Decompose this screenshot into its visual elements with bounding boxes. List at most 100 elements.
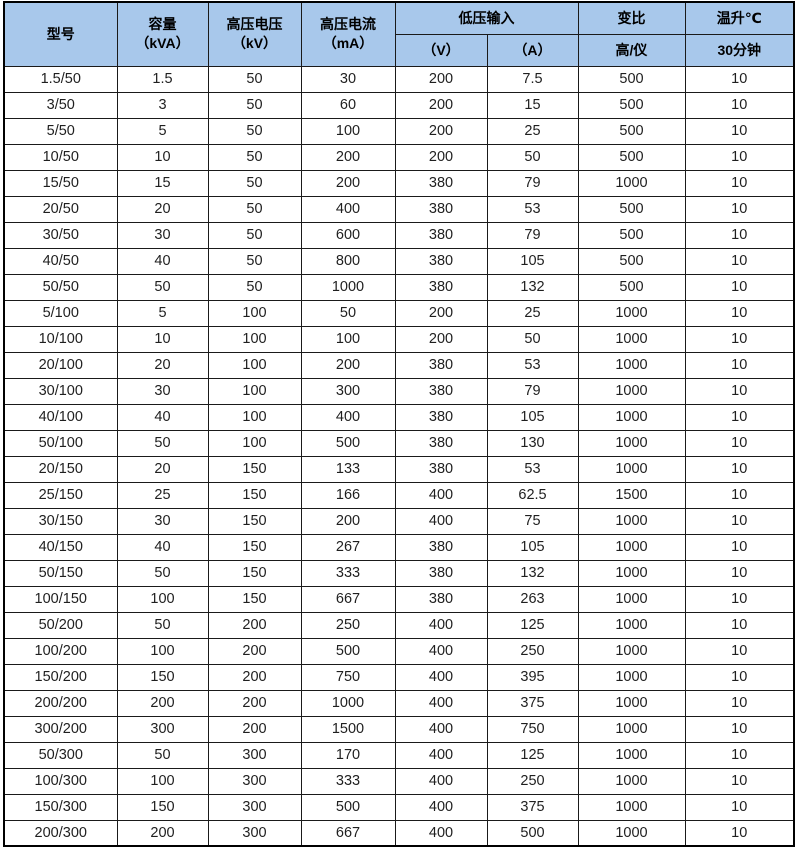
cell-hv-current: 133 (300, 455, 396, 483)
cell-hv-current: 200 (300, 169, 396, 197)
cell-lv-current: 250 (486, 637, 579, 665)
cell-capacity: 200 (116, 689, 209, 717)
cell-capacity: 40 (116, 403, 209, 431)
table-row: 40/150 40 150 267 380 105 1000 10 (3, 533, 795, 561)
cell-temp-rise: 10 (684, 637, 795, 665)
cell-hv-voltage: 50 (207, 195, 302, 223)
cell-capacity: 40 (116, 533, 209, 561)
cell-capacity: 20 (116, 351, 209, 379)
cell-hv-current: 1500 (300, 715, 396, 743)
cell-capacity: 100 (116, 767, 209, 795)
cell-ratio: 1000 (577, 325, 686, 353)
table-row: 10/100 10 100 100 200 50 1000 10 (3, 325, 795, 353)
cell-lv-voltage: 380 (394, 273, 488, 301)
col-header-ratio: 变比 (577, 1, 686, 35)
cell-model: 20/150 (3, 455, 118, 483)
col-header-hv-current-line2: （mA） (322, 35, 374, 52)
cell-lv-current: 132 (486, 273, 579, 301)
cell-hv-current: 300 (300, 377, 396, 405)
cell-model: 25/150 (3, 481, 118, 509)
cell-hv-current: 500 (300, 637, 396, 665)
cell-hv-current: 267 (300, 533, 396, 561)
cell-model: 300/200 (3, 715, 118, 743)
cell-temp-rise: 10 (684, 351, 795, 379)
cell-model: 100/200 (3, 637, 118, 665)
cell-temp-rise: 10 (684, 689, 795, 717)
cell-ratio: 1000 (577, 299, 686, 327)
cell-hv-voltage: 150 (207, 455, 302, 483)
cell-hv-current: 100 (300, 117, 396, 145)
table-row: 50/100 50 100 500 380 130 1000 10 (3, 429, 795, 457)
cell-ratio: 1000 (577, 793, 686, 821)
col-header-temp-rise-sub: 30分钟 (684, 33, 795, 67)
cell-lv-current: 250 (486, 767, 579, 795)
cell-model: 50/150 (3, 559, 118, 587)
cell-capacity: 200 (116, 819, 209, 847)
cell-lv-current: 79 (486, 377, 579, 405)
cell-hv-current: 1000 (300, 689, 396, 717)
cell-temp-rise: 10 (684, 741, 795, 769)
cell-hv-voltage: 150 (207, 481, 302, 509)
col-header-capacity-line1: 容量 (148, 16, 177, 33)
table-row: 200/300 200 300 667 400 500 1000 10 (3, 819, 795, 847)
cell-temp-rise: 10 (684, 91, 795, 119)
cell-temp-rise: 10 (684, 117, 795, 145)
cell-hv-current: 400 (300, 403, 396, 431)
cell-lv-voltage: 400 (394, 637, 488, 665)
cell-model: 20/50 (3, 195, 118, 223)
cell-hv-voltage: 50 (207, 169, 302, 197)
cell-model: 200/300 (3, 819, 118, 847)
table-row: 50/50 50 50 1000 380 132 500 10 (3, 273, 795, 301)
cell-capacity: 20 (116, 195, 209, 223)
cell-lv-voltage: 200 (394, 299, 488, 327)
header-row-1: 型号 容量 （kVA） 高压电压 （kV） 高压电流 （mA） 低压输入 变比 … (3, 1, 795, 67)
cell-ratio: 1000 (577, 611, 686, 639)
cell-model: 30/150 (3, 507, 118, 535)
cell-lv-voltage: 380 (394, 403, 488, 431)
cell-lv-current: 105 (486, 403, 579, 431)
cell-ratio: 500 (577, 195, 686, 223)
cell-lv-current: 53 (486, 455, 579, 483)
cell-capacity: 15 (116, 169, 209, 197)
cell-hv-voltage: 100 (207, 403, 302, 431)
cell-lv-voltage: 400 (394, 741, 488, 769)
cell-lv-voltage: 400 (394, 481, 488, 509)
cell-model: 50/200 (3, 611, 118, 639)
cell-ratio: 1000 (577, 351, 686, 379)
cell-temp-rise: 10 (684, 195, 795, 223)
cell-temp-rise: 10 (684, 221, 795, 249)
cell-lv-voltage: 380 (394, 221, 488, 249)
table-row: 100/300 100 300 333 400 250 1000 10 (3, 767, 795, 795)
cell-model: 3/50 (3, 91, 118, 119)
spec-table: 型号 容量 （kVA） 高压电压 （kV） 高压电流 （mA） 低压输入 变比 … (3, 1, 795, 847)
cell-hv-voltage: 150 (207, 585, 302, 613)
cell-capacity: 100 (116, 637, 209, 665)
cell-temp-rise: 10 (684, 143, 795, 171)
cell-hv-voltage: 200 (207, 637, 302, 665)
col-header-hv-voltage: 高压电压 （kV） (207, 1, 302, 67)
cell-hv-voltage: 200 (207, 689, 302, 717)
cell-model: 5/100 (3, 299, 118, 327)
cell-capacity: 150 (116, 793, 209, 821)
cell-hv-current: 250 (300, 611, 396, 639)
cell-hv-voltage: 150 (207, 507, 302, 535)
cell-lv-voltage: 400 (394, 689, 488, 717)
table-row: 5/100 5 100 50 200 25 1000 10 (3, 299, 795, 327)
cell-hv-voltage: 50 (207, 247, 302, 275)
cell-model: 40/100 (3, 403, 118, 431)
cell-ratio: 1000 (577, 429, 686, 457)
cell-hv-voltage: 50 (207, 117, 302, 145)
cell-lv-voltage: 400 (394, 767, 488, 795)
cell-temp-rise: 10 (684, 663, 795, 691)
cell-model: 40/150 (3, 533, 118, 561)
cell-capacity: 30 (116, 221, 209, 249)
col-header-lv-input-group: 低压输入 (394, 1, 579, 35)
cell-ratio: 500 (577, 91, 686, 119)
cell-capacity: 5 (116, 299, 209, 327)
col-header-hv-current: 高压电流 （mA） (300, 1, 396, 67)
cell-capacity: 150 (116, 663, 209, 691)
header-row-2: （V） （A） 高/仪 30分钟 (4, 33, 795, 67)
col-header-lv-voltage: （V） (394, 33, 488, 67)
cell-hv-voltage: 200 (207, 611, 302, 639)
cell-model: 100/150 (3, 585, 118, 613)
